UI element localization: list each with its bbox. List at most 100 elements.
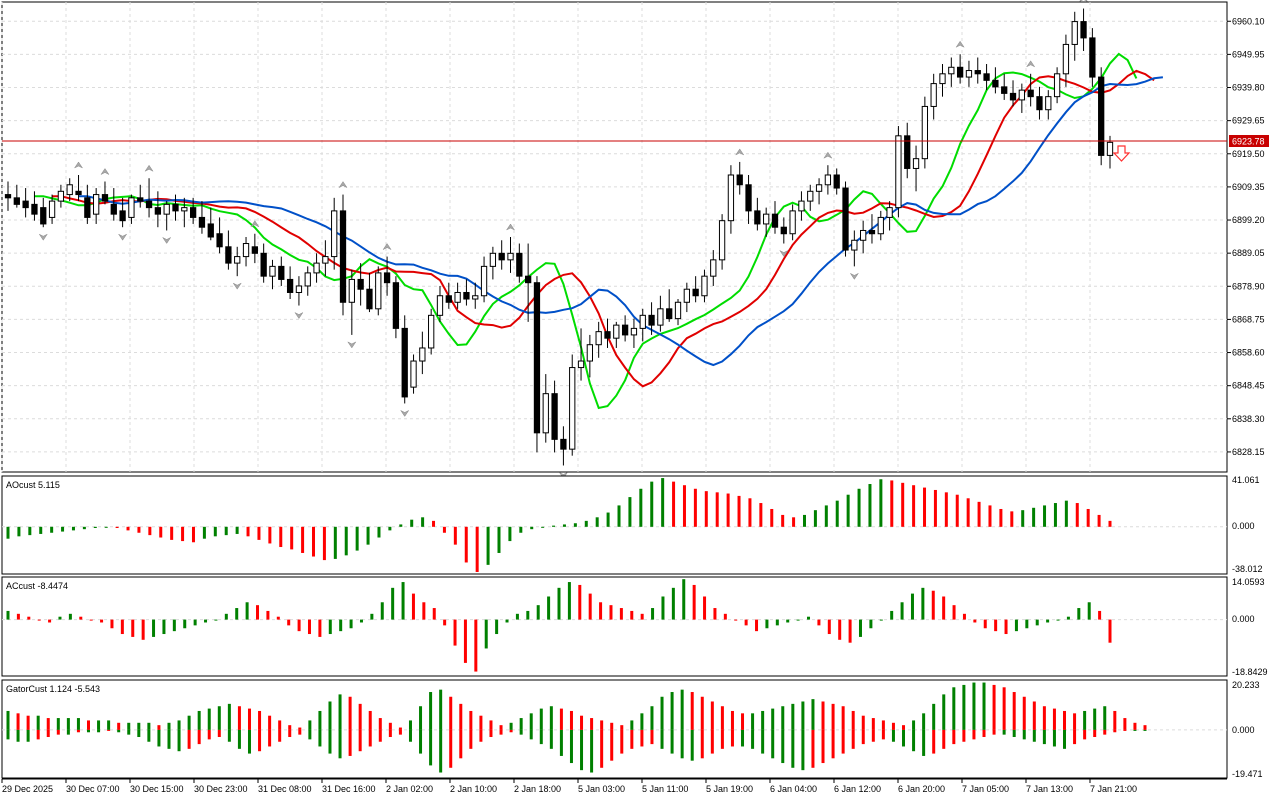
ao-axis-top: 41.061 bbox=[1232, 475, 1260, 485]
candle-bear bbox=[604, 331, 611, 339]
candle-bear bbox=[498, 252, 505, 261]
ac-panel[interactable]: ACcust -8.4474 14.0593 0.000 -18.8429 bbox=[1, 576, 1268, 677]
gator-upper-bar bbox=[408, 720, 412, 730]
histogram-bar bbox=[713, 608, 717, 620]
histogram-bar bbox=[879, 619, 883, 621]
gator-lower-bar bbox=[459, 729, 463, 759]
histogram-bar bbox=[1075, 503, 1079, 527]
gator-lower-bar bbox=[368, 729, 372, 747]
gator-lower-bar bbox=[449, 729, 453, 768]
gator-lower-bar bbox=[620, 729, 624, 754]
gator-lower-bar bbox=[1042, 729, 1046, 745]
histogram-bar bbox=[93, 526, 97, 529]
gator-lower-bar bbox=[469, 729, 473, 749]
gator-upper-bar bbox=[680, 689, 684, 730]
histogram-bar bbox=[813, 510, 817, 527]
candle-bear bbox=[154, 207, 162, 215]
gator-upper-bar bbox=[187, 715, 191, 730]
time-tick-label: 6 Jan 12:00 bbox=[834, 784, 881, 794]
gator-upper-bar bbox=[197, 710, 201, 730]
candle-bear bbox=[286, 278, 294, 293]
gator-lower-bar bbox=[509, 729, 513, 733]
candle-bear bbox=[4, 194, 12, 199]
histogram-bar bbox=[508, 526, 512, 542]
ao-panel[interactable]: AOcust 5.115 41.061 0.000 -38.012 bbox=[1, 475, 1263, 575]
histogram-bar bbox=[1032, 507, 1036, 527]
histogram-bar bbox=[715, 492, 719, 527]
gator-upper-bar bbox=[640, 713, 644, 730]
fractal-down-icon bbox=[117, 233, 128, 241]
histogram-bar bbox=[639, 488, 643, 527]
histogram-bar bbox=[410, 519, 414, 527]
histogram-bar bbox=[89, 619, 93, 621]
gator-upper-bar bbox=[670, 692, 674, 730]
candle-bear bbox=[1098, 76, 1105, 156]
candle-bear bbox=[119, 210, 126, 222]
histogram-bar bbox=[606, 512, 610, 527]
histogram-bar bbox=[557, 587, 561, 620]
candle-bull bbox=[630, 327, 638, 336]
gator-upper-bar bbox=[690, 692, 694, 730]
candle-bull bbox=[304, 272, 311, 287]
candle-bear bbox=[40, 207, 47, 225]
histogram-bar bbox=[650, 481, 654, 527]
candle-bull bbox=[727, 174, 735, 222]
gator-lower-bar bbox=[197, 729, 201, 745]
gator-lower-bar bbox=[720, 729, 724, 749]
candle-bear bbox=[745, 184, 752, 212]
price-panel[interactable]: 6960.10 6949.95 6939.80 6929.65 6919.50 6909.… bbox=[1, 0, 1269, 479]
gator-lower-bar bbox=[912, 729, 916, 752]
histogram-bar bbox=[628, 497, 632, 527]
candle-bear bbox=[145, 200, 153, 209]
histogram-bar bbox=[344, 526, 348, 556]
time-tick-label: 7 Jan 13:00 bbox=[1026, 784, 1073, 794]
gator-panel[interactable]: GatorCust 1.124 -5.543 20.233 0.000 -19.… bbox=[1, 679, 1263, 779]
gator-upper-bar bbox=[368, 710, 372, 730]
histogram-bar bbox=[1035, 619, 1039, 626]
gator-upper-bar bbox=[429, 692, 433, 730]
gator-lower-bar bbox=[1012, 729, 1016, 738]
histogram-bar bbox=[16, 613, 20, 620]
candle-bear bbox=[516, 252, 523, 277]
gator-lower-bar bbox=[982, 729, 986, 738]
histogram-bar bbox=[1097, 514, 1101, 527]
fractal-up-icon bbox=[73, 161, 84, 169]
histogram-bar bbox=[235, 608, 239, 620]
candle-bull bbox=[313, 262, 320, 274]
gator-lower-bar bbox=[1063, 729, 1067, 749]
histogram-bar bbox=[148, 526, 152, 536]
histogram-bar bbox=[661, 596, 665, 620]
time-tick-label: 31 Dec 16:00 bbox=[322, 784, 376, 794]
candle-bull bbox=[48, 200, 56, 218]
histogram-bar bbox=[214, 619, 218, 621]
histogram-bar bbox=[377, 526, 381, 538]
histogram-bar bbox=[619, 608, 623, 620]
histogram-bar bbox=[463, 619, 467, 663]
histogram-bar bbox=[399, 524, 403, 527]
candle-bull bbox=[348, 278, 355, 303]
histogram-bar bbox=[775, 619, 779, 626]
histogram-bar bbox=[287, 619, 291, 626]
candle-bear bbox=[383, 272, 391, 284]
gator-lower-bar bbox=[881, 729, 885, 740]
histogram-bar bbox=[301, 526, 305, 553]
candle-bear bbox=[754, 210, 761, 225]
gator-upper-bar bbox=[972, 682, 976, 730]
gator-lower-bar bbox=[1073, 729, 1077, 745]
candle-bull bbox=[877, 216, 884, 235]
gator-upper-bar bbox=[710, 701, 714, 730]
histogram-bar bbox=[71, 526, 75, 531]
gator-upper-bar bbox=[982, 682, 986, 730]
ma-slow-line bbox=[78, 76, 1164, 367]
histogram-bar bbox=[486, 526, 490, 565]
candle-bear bbox=[524, 275, 532, 284]
candle-bear bbox=[1009, 92, 1017, 101]
histogram-bar bbox=[191, 526, 195, 543]
gator-lower-bar bbox=[831, 729, 835, 759]
gator-lower-bar bbox=[539, 729, 543, 745]
time-tick-label: 29 Dec 2025 bbox=[2, 784, 53, 794]
gator-lower-bar bbox=[1123, 729, 1127, 731]
histogram-bar bbox=[857, 488, 861, 527]
gator-upper-bar bbox=[610, 722, 614, 730]
